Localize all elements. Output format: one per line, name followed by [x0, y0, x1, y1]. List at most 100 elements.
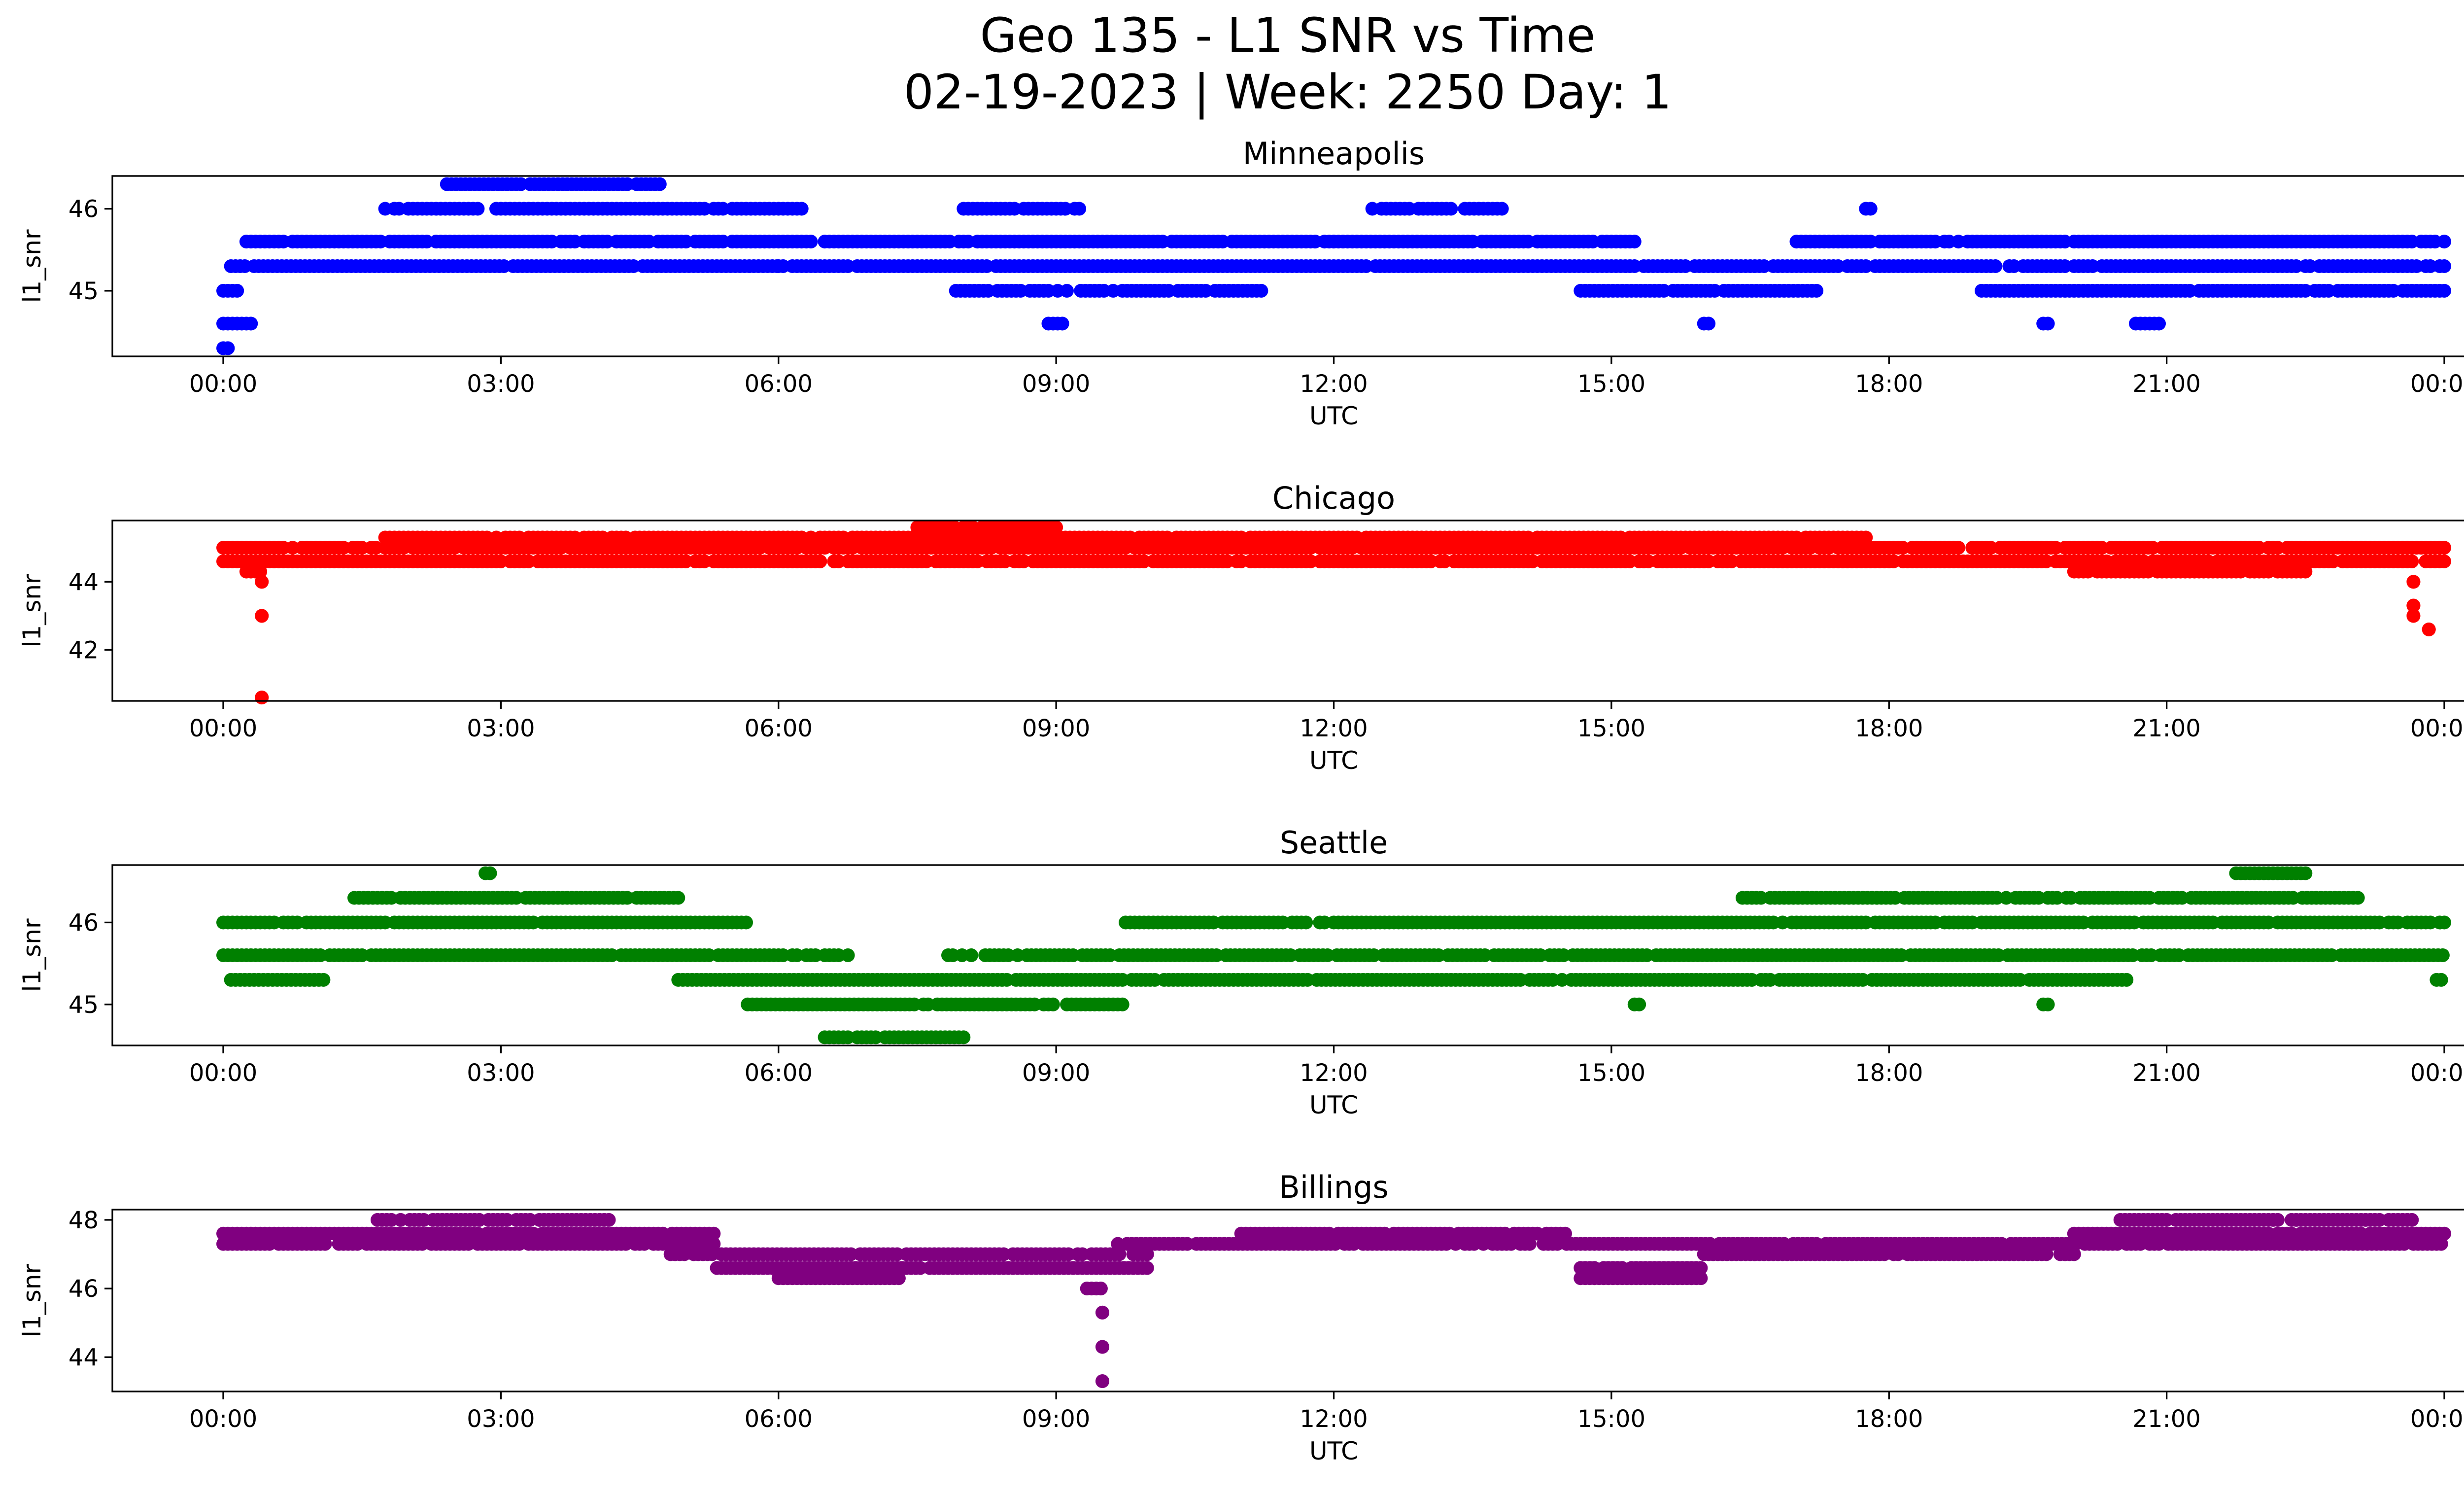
data-point: [1095, 1305, 1109, 1320]
data-point: [221, 341, 235, 355]
data-point: [2406, 609, 2421, 623]
x-tick-label: 21:00: [2132, 370, 2200, 398]
data-point: [2437, 554, 2451, 568]
data-point: [1444, 202, 1458, 216]
y-tick-label: 45: [68, 278, 99, 305]
data-point: [255, 691, 269, 705]
data-point: [1254, 283, 1268, 298]
x-tick-label: 15:00: [1577, 715, 1645, 742]
figure-title-line2: 02-19-2023 | Week: 2250 Day: 1: [904, 65, 1672, 120]
data-point: [1863, 202, 1878, 216]
data-point: [2120, 973, 2134, 987]
data-point: [2298, 866, 2313, 880]
data-point: [1702, 316, 1716, 331]
y-axis-label: l1_snr: [18, 229, 46, 303]
data-point: [255, 575, 269, 589]
data-point: [841, 948, 855, 962]
x-tick-label: 00:00: [2410, 370, 2464, 398]
data-point: [1627, 235, 1642, 249]
data-point: [1558, 1226, 1572, 1241]
x-tick-label: 15:00: [1577, 1059, 1645, 1087]
data-point: [230, 283, 244, 298]
x-tick-label: 12:00: [1300, 715, 1368, 742]
data-point: [483, 866, 497, 880]
data-point: [739, 915, 753, 930]
data-point: [891, 1271, 906, 1286]
data-point: [255, 609, 269, 623]
data-point: [1299, 915, 1313, 930]
data-point: [2435, 948, 2450, 962]
data-point: [1060, 283, 1074, 298]
x-tick-label: 09:00: [1022, 715, 1090, 742]
data-point: [1140, 1261, 1154, 1275]
x-tick-label: 00:00: [189, 370, 257, 398]
data-point: [2298, 564, 2313, 579]
data-point: [2437, 283, 2451, 298]
subplot-title: Chicago: [1272, 480, 1395, 516]
data-points: [216, 520, 2451, 705]
data-point: [652, 177, 667, 191]
y-axis-label: l1_snr: [18, 574, 46, 647]
x-tick-label: 00:00: [2410, 1059, 2464, 1087]
data-point: [1951, 541, 1966, 555]
data-point: [1115, 997, 1129, 1011]
x-tick-label: 06:00: [745, 1059, 813, 1087]
figure-title-line1: Geo 135 - L1 SNR vs Time: [980, 8, 1596, 63]
data-point: [1694, 1271, 1708, 1286]
data-point: [2437, 541, 2451, 555]
x-axis-label: UTC: [1309, 746, 1358, 775]
data-point: [471, 202, 485, 216]
subplot-title: Minneapolis: [1243, 136, 1425, 172]
data-point: [1095, 1374, 1109, 1389]
subplots: Minneapolis 00:00 03:00 06:00 09:00 12:00 15:0…: [18, 136, 2464, 1465]
data-point: [2405, 554, 2419, 568]
data-point: [1632, 997, 1646, 1011]
x-tick-label: 12:00: [1300, 370, 1368, 398]
data-point: [2152, 316, 2166, 331]
data-point: [1055, 316, 1069, 331]
data-point: [2041, 997, 2055, 1011]
x-tick-label: 03:00: [467, 715, 535, 742]
y-tick-label: 45: [68, 991, 99, 1019]
data-point: [1810, 283, 1824, 298]
data-point: [2437, 915, 2451, 930]
subplot-title: Seattle: [1280, 825, 1388, 861]
data-point: [794, 202, 809, 216]
data-point: [671, 891, 685, 905]
data-point: [2406, 575, 2421, 589]
x-tick-label: 03:00: [467, 1059, 535, 1087]
x-tick-label: 06:00: [745, 370, 813, 398]
x-axis-label: UTC: [1309, 1091, 1358, 1119]
y-tick-label: 44: [68, 568, 99, 596]
data-point: [1094, 1282, 1108, 1296]
data-point: [2437, 235, 2451, 249]
data-point: [2437, 259, 2451, 273]
data-point: [2434, 973, 2448, 987]
data-point: [1495, 202, 1509, 216]
data-point: [957, 1030, 971, 1044]
data-point: [1859, 530, 1873, 545]
data-point: [316, 973, 331, 987]
x-tick-label: 00:00: [189, 715, 257, 742]
data-point: [804, 235, 818, 249]
data-points: [216, 1213, 2451, 1389]
x-axis-label: UTC: [1309, 402, 1358, 430]
data-point: [1046, 997, 1060, 1011]
data-point: [1049, 520, 1063, 534]
x-tick-label: 06:00: [745, 715, 813, 742]
x-tick-label: 03:00: [467, 370, 535, 398]
data-point: [2422, 623, 2436, 636]
y-axis-label: l1_snr: [18, 918, 46, 992]
x-tick-label: 18:00: [1855, 1059, 1923, 1087]
data-point: [244, 316, 258, 331]
data-points: [216, 866, 2451, 1044]
data-point: [602, 1213, 616, 1227]
x-tick-label: 18:00: [1855, 370, 1923, 398]
x-tick-label: 21:00: [2132, 1059, 2200, 1087]
data-point: [1988, 259, 2003, 273]
